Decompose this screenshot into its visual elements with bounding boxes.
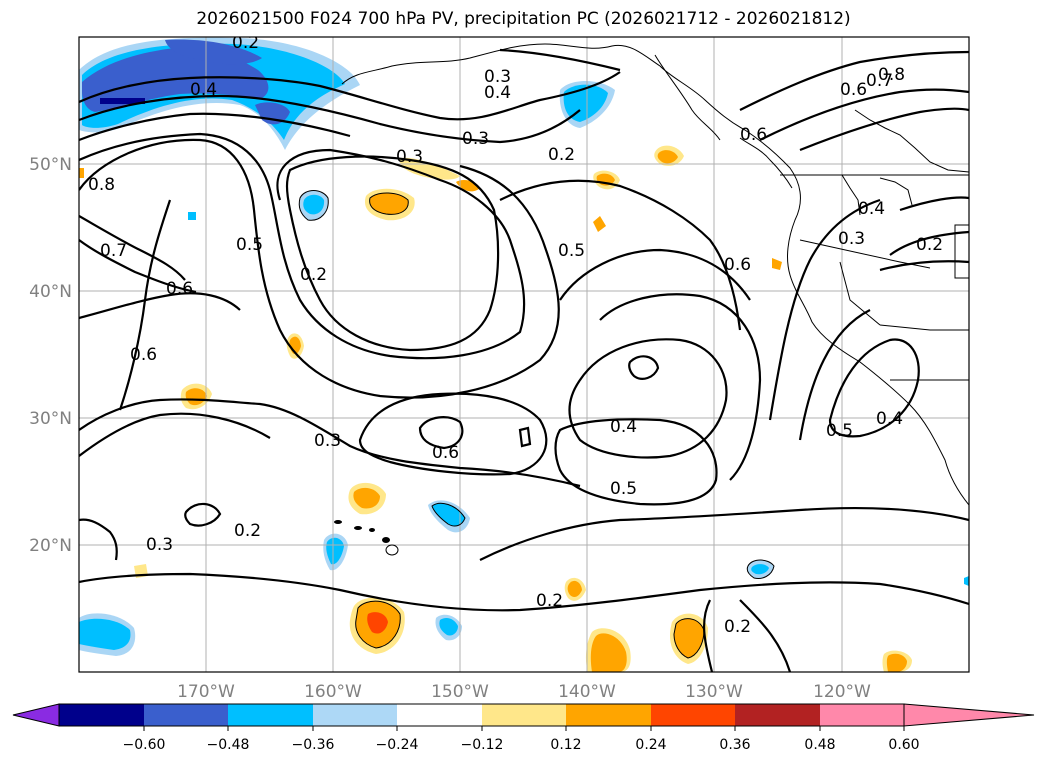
- colorbar-swatch: [228, 704, 313, 726]
- contour-label: 0.3: [838, 229, 865, 249]
- precip-contours: [298, 190, 775, 659]
- contour-label: 0.2: [724, 617, 751, 637]
- contour-label: 0.6: [740, 125, 767, 145]
- colorbar-swatch: [820, 704, 904, 726]
- colorbar-swatch: [482, 704, 566, 726]
- contour-label: 0.6: [130, 345, 157, 365]
- colorbar-swatch: [566, 704, 651, 726]
- colorbar-label: 0.24: [635, 737, 666, 753]
- colorbar-label: 0.48: [804, 737, 835, 753]
- lon-tick-label: 130°W: [685, 682, 743, 702]
- contour-label: 0.6: [166, 279, 193, 299]
- colorbar-swatch: [144, 704, 228, 726]
- colorbar-label: 0.12: [550, 737, 581, 753]
- pv-contours: [79, 48, 969, 672]
- colorbar-label: −0.48: [207, 737, 250, 753]
- contour-label: 0.2: [234, 521, 261, 541]
- contour-labels: 0.2 0.4 0.3 0.4 0.8 0.7 0.6 0.3 0.3 0.2 …: [88, 33, 943, 637]
- colorbar-extend-low: [12, 703, 60, 727]
- contour-label: 0.3: [462, 129, 489, 149]
- contour-label: 0.4: [610, 417, 637, 437]
- colorbar-label: 0.60: [888, 737, 919, 753]
- contour-label: 0.2: [548, 145, 575, 165]
- contour-label: 0.6: [432, 443, 459, 463]
- lon-tick-label: 160°W: [304, 682, 362, 702]
- contour-label: 0.2: [916, 235, 943, 255]
- contour-label: 0.7: [866, 71, 893, 91]
- contour-label: 0.6: [840, 80, 867, 100]
- colorbar-swatch: [313, 704, 397, 726]
- contour-label: 0.8: [88, 175, 115, 195]
- colorbar-label: −0.12: [461, 737, 504, 753]
- colorbar-label: −0.24: [376, 737, 419, 753]
- contour-label: 0.2: [536, 591, 563, 611]
- contour-label: 0.5: [236, 235, 263, 255]
- contour-label: 0.4: [190, 80, 217, 100]
- islands: [334, 520, 399, 556]
- lat-tick-label: 20°N: [29, 536, 72, 556]
- colorbar-swatch: [59, 704, 144, 726]
- contour-label: 0.7: [100, 241, 127, 261]
- lon-tick-label: 120°W: [813, 682, 871, 702]
- contour-label: 0.5: [558, 241, 585, 261]
- precip-positive-shading: [79, 145, 912, 672]
- contour-label: 0.3: [314, 431, 341, 451]
- contour-label: 0.2: [300, 265, 327, 285]
- map-frame: [78, 36, 970, 673]
- lat-tick-label: 50°N: [29, 155, 72, 175]
- lon-tick-label: 170°W: [177, 682, 235, 702]
- colorbar-swatch: [735, 704, 820, 726]
- contour-label: 0.2: [232, 33, 259, 53]
- lat-tick-label: 40°N: [29, 282, 72, 302]
- colorbar-label: −0.60: [123, 737, 166, 753]
- contour-label: 0.5: [610, 479, 637, 499]
- colorbar-extend-high: [903, 703, 1035, 727]
- contour-label: 0.4: [484, 83, 511, 103]
- map-gridlines: [79, 37, 969, 672]
- contour-label: 0.3: [146, 535, 173, 555]
- colorbar-swatch: [651, 704, 735, 726]
- contour-label: 0.8: [878, 65, 905, 85]
- contour-label: 0.5: [826, 421, 853, 441]
- contour-label: 0.6: [724, 255, 751, 275]
- lon-tick-label: 140°W: [558, 682, 616, 702]
- map-plot-area: 0.2 0.4 0.3 0.4 0.8 0.7 0.6 0.3 0.3 0.2 …: [79, 33, 969, 672]
- colorbar-label: −0.36: [292, 737, 335, 753]
- contour-label: 0.3: [396, 147, 423, 167]
- lat-tick-label: 30°N: [29, 409, 72, 429]
- colorbar-label: 0.36: [719, 737, 750, 753]
- lon-tick-labels: 170°W 160°W 150°W 140°W 130°W 120°W: [177, 682, 871, 702]
- lon-tick-label: 150°W: [431, 682, 489, 702]
- map-title: 2026021500 F024 700 hPa PV, precipitatio…: [196, 9, 851, 29]
- contour-label: 0.4: [858, 199, 885, 219]
- contour-label: 0.3: [484, 67, 511, 87]
- colorbar: −0.60 −0.48 −0.36 −0.24 −0.12 0.12 0.24 …: [12, 703, 1035, 753]
- contour-label: 0.4: [876, 409, 903, 429]
- colorbar-swatch: [397, 704, 482, 726]
- lat-tick-labels: 50°N 40°N 30°N 20°N: [29, 155, 72, 556]
